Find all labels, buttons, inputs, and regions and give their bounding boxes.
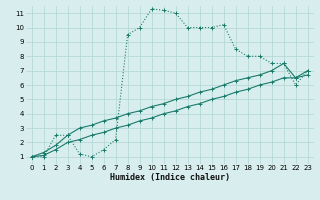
X-axis label: Humidex (Indice chaleur): Humidex (Indice chaleur) <box>109 173 230 182</box>
